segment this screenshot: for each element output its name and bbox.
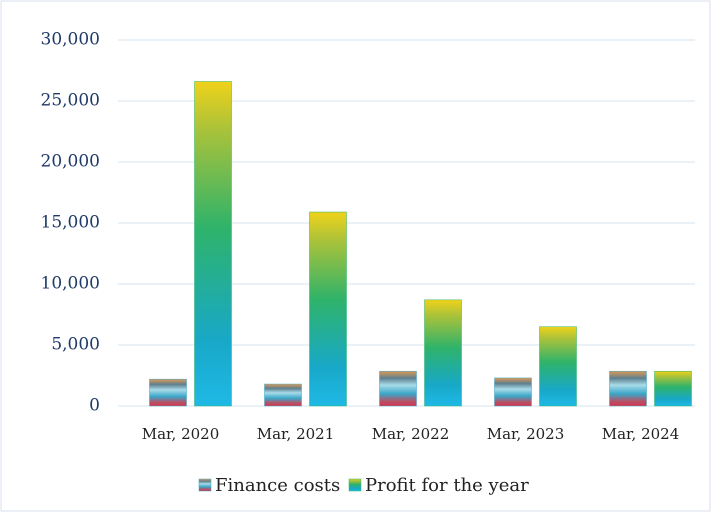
bar xyxy=(194,81,232,407)
x-tick-label: Mar, 2021 xyxy=(257,425,335,443)
legend-swatch xyxy=(348,478,362,492)
y-tick-label: 10,000 xyxy=(41,274,100,294)
x-tick-label: Mar, 2024 xyxy=(602,425,680,443)
y-tick-label: 5,000 xyxy=(51,335,100,355)
x-tick-label: Mar, 2023 xyxy=(487,425,565,443)
bar xyxy=(609,370,647,407)
bar xyxy=(424,299,462,407)
y-tick-label: 20,000 xyxy=(41,152,100,172)
x-tick-label: Mar, 2020 xyxy=(142,425,220,443)
bar xyxy=(539,326,577,407)
bar xyxy=(149,378,187,407)
legend-swatch xyxy=(198,478,212,492)
bar xyxy=(309,211,347,407)
bar xyxy=(654,370,692,407)
y-tick-label: 15,000 xyxy=(41,213,100,233)
bar xyxy=(379,370,417,407)
y-tick-label: 0 xyxy=(89,396,100,416)
legend-label: Profit for the year xyxy=(365,475,529,496)
bar xyxy=(264,383,302,407)
bar xyxy=(494,377,532,407)
y-tick-label: 30,000 xyxy=(41,30,100,50)
y-tick-label: 25,000 xyxy=(41,91,100,111)
legend-label: Finance costs xyxy=(215,475,340,496)
x-tick-label: Mar, 2022 xyxy=(372,425,450,443)
